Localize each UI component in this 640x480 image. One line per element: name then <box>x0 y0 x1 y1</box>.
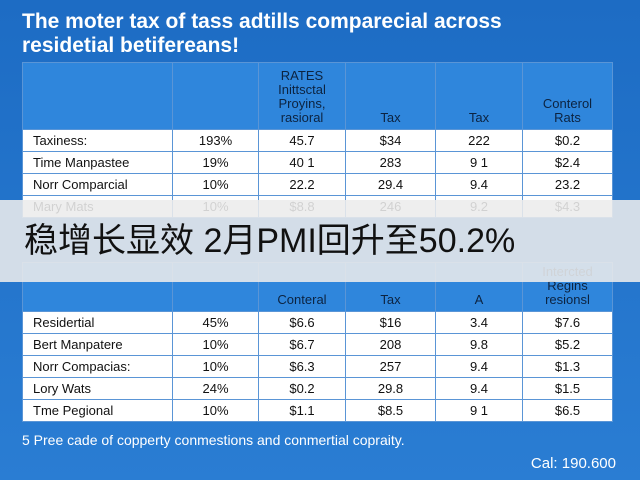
cell: $6.5 <box>522 399 613 422</box>
row: Tme Pegional 10% $1.1 $8.5 9 1 $6.5 <box>22 399 613 422</box>
cell: 19% <box>172 151 259 174</box>
cell: 29.8 <box>345 377 436 400</box>
cell: 22.2 <box>258 173 346 196</box>
cell: 257 <box>345 355 436 378</box>
cell: 9.4 <box>435 173 523 196</box>
cell: 10% <box>172 355 259 378</box>
footer-right: Cal: 190.600 <box>530 455 616 472</box>
row: Residertial 45% $6.6 $16 3.4 $7.6 <box>22 311 613 334</box>
header-cell: Tax <box>435 62 523 130</box>
cell: 45% <box>172 311 259 334</box>
cell: $7.6 <box>522 311 613 334</box>
cell: $8.5 <box>345 399 436 422</box>
cell: $1.3 <box>522 355 613 378</box>
cell: $16 <box>345 311 436 334</box>
cell: 3.4 <box>435 311 523 334</box>
cell: Norr Comparcial <box>22 173 173 196</box>
cell: 222 <box>435 129 523 152</box>
cell: 208 <box>345 333 436 356</box>
header-cell <box>172 62 259 130</box>
header-cell: Conterol Rats <box>522 62 613 130</box>
cell: 9 1 <box>435 151 523 174</box>
table: ConteralTaxAIntercted Regins resionslRes… <box>22 262 613 422</box>
row: Bert Manpatere 10% $6.7 208 9.8 $5.2 <box>22 333 613 356</box>
banner: 稳增长显效 2月PMI回升至50.2% <box>0 200 640 282</box>
cell: 283 <box>345 151 436 174</box>
cell: $6.7 <box>258 333 346 356</box>
cell: 193% <box>172 129 259 152</box>
cell: Time Manpastee <box>22 151 173 174</box>
cell: 40 1 <box>258 151 346 174</box>
cell: Lory Wats <box>22 377 173 400</box>
cell: 10% <box>172 333 259 356</box>
cell: 9.4 <box>435 355 523 378</box>
cell: 29.4 <box>345 173 436 196</box>
cell: Tme Pegional <box>22 399 173 422</box>
row: Norr Compacias: 10% $6.3 257 9.4 $1.3 <box>22 355 613 378</box>
cell: 24% <box>172 377 259 400</box>
cell: Bert Manpatere <box>22 333 173 356</box>
cell: $1.5 <box>522 377 613 400</box>
cell: Norr Compacias: <box>22 355 173 378</box>
row: Taxiness: 193% 45.7 $34 222 $0.2 <box>22 129 613 152</box>
cell: $6.6 <box>258 311 346 334</box>
cell: $0.2 <box>522 129 613 152</box>
footnote: 5 Pree cade of copperty conmestions and … <box>22 432 405 448</box>
header-cell: RATES Inittsctal Proyins, rasioral <box>258 62 346 130</box>
cell: 9.8 <box>435 333 523 356</box>
header-cell <box>22 62 173 130</box>
row: Norr Comparcial 10% 22.2 29.4 9.4 23.2 <box>22 173 613 196</box>
cell: 9 1 <box>435 399 523 422</box>
cell: 23.2 <box>522 173 613 196</box>
cell: Residertial <box>22 311 173 334</box>
cell: $1.1 <box>258 399 346 422</box>
cell: $34 <box>345 129 436 152</box>
table: RATES Inittsctal Proyins, rasioral Tax Tax… <box>22 62 613 218</box>
row: Time Manpastee 19% 40 1 283 9 1 $2.4 <box>22 151 613 174</box>
cell: $6.3 <box>258 355 346 378</box>
cell: 45.7 <box>258 129 346 152</box>
cell: $5.2 <box>522 333 613 356</box>
cell: 10% <box>172 173 259 196</box>
cell: $0.2 <box>258 377 346 400</box>
row: Lory Wats 24% $0.2 29.8 9.4 $1.5 <box>22 377 613 400</box>
cell: 10% <box>172 399 259 422</box>
header-cell: Tax <box>345 62 436 130</box>
cell: $2.4 <box>522 151 613 174</box>
cell: 9.4 <box>435 377 523 400</box>
header-row: RATES Inittsctal Proyins, rasioral Tax Tax… <box>22 62 613 130</box>
cell: Taxiness: <box>22 129 173 152</box>
title: The moter tax of tass adtills comparecia… <box>22 10 502 57</box>
